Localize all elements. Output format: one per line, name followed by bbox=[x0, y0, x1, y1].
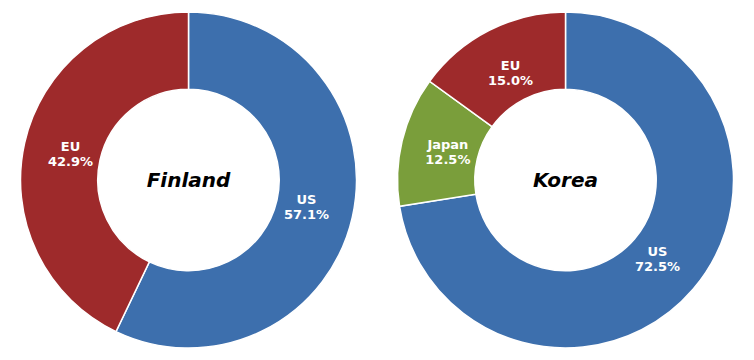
value-label: 12.5% bbox=[425, 152, 470, 167]
value-label: 15.0% bbox=[488, 73, 533, 88]
donut-chart: US72.5% Japan12.5% EU15.0% Korea bbox=[398, 12, 734, 348]
category-label: US bbox=[648, 244, 668, 259]
category-label: US bbox=[297, 192, 317, 207]
slice-label: EU15.0% bbox=[488, 58, 533, 88]
donut-slice bbox=[430, 12, 566, 127]
slice-label: Japan12.5% bbox=[425, 137, 470, 167]
slice-labels: US72.5% Japan12.5% EU15.0% bbox=[425, 58, 680, 274]
category-label: Japan bbox=[426, 137, 468, 152]
slice-label: US57.1% bbox=[284, 192, 329, 222]
chart-title: Finland bbox=[147, 168, 231, 192]
slice-label: EU42.9% bbox=[48, 139, 93, 169]
chart-canvas: US57.1%EU42.9%FinlandUS72.5%Japan12.5%EU… bbox=[0, 0, 754, 360]
value-label: 57.1% bbox=[284, 207, 329, 222]
page: {"chart_data": [ {"type": "donut", "titl… bbox=[0, 0, 754, 360]
slice-labels: US57.1% EU42.9% bbox=[48, 139, 329, 222]
slices bbox=[398, 12, 734, 348]
chart-title: Korea bbox=[533, 168, 598, 192]
category-label: EU bbox=[61, 139, 80, 154]
value-label: 72.5% bbox=[635, 259, 680, 274]
category-label: EU bbox=[501, 58, 520, 73]
slices bbox=[20, 12, 356, 348]
donut-chart: US57.1% EU42.9% Finland bbox=[20, 12, 356, 348]
slice-label: US72.5% bbox=[635, 244, 680, 274]
value-label: 42.9% bbox=[48, 154, 93, 169]
